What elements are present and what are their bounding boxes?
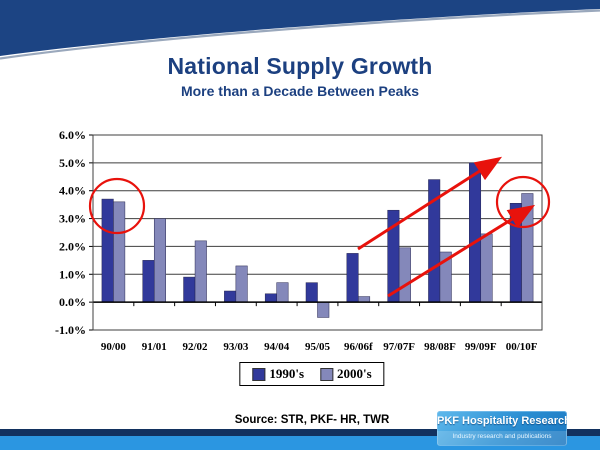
peak-highlight-ellipse [88,177,146,235]
bar-2000's-99/09F [480,233,493,303]
bar-1990's-96/06f [346,253,359,303]
legend-swatch-1990s [252,367,266,381]
x-axis-label: 94/04 [264,341,290,353]
bar-1990's-99/09F [469,162,482,303]
growth-trend-arrow [387,204,536,298]
legend-swatch-2000s [320,367,333,381]
legend-label-2000s: 2000's [337,366,372,381]
x-axis-label: 90/00 [101,341,127,353]
y-axis-label: -1.0% [55,323,86,337]
legend-item-2000s: 2000's [320,366,372,382]
bar-1990's-90/00 [101,198,114,303]
y-axis-label: 3.0% [59,212,86,226]
bar-2000's-91/01 [153,218,166,303]
bar-1990's-91/01 [142,260,155,303]
pkf-logo-subtitle: Industry research and publications [437,431,567,445]
x-axis-label: 99/09F [465,341,497,353]
bar-2000's-95/05 [317,301,330,318]
slide-title: National Supply Growth [167,53,433,79]
x-axis-label: 97/07F [383,341,415,353]
y-axis-label: 1.0% [59,267,86,281]
bar-1990's-92/02 [183,276,196,303]
y-axis-label: 5.0% [59,156,86,170]
bar-2000's-90/00 [113,201,126,303]
bar-2000's-93/03 [235,265,248,303]
footer-navy-rule [0,429,600,436]
x-axis-label: 96/06f [344,341,373,353]
pkf-logo-title: PKF Hospitality Research [437,415,567,427]
source-citation: Source: STR, PKF- HR, TWR [234,414,390,426]
chart-legend: 1990's 2000's [239,362,385,386]
bar-2000's-92/02 [194,240,207,303]
growth-trend-arrow [357,156,503,251]
y-axis-label: 6.0% [59,128,86,142]
legend-label-1990s: 1990's [269,366,304,381]
y-axis-label: 2.0% [59,239,86,253]
bar-2000's-96/06f [358,296,371,303]
bar-1990's-93/03 [224,290,237,303]
header-swoosh [0,0,600,60]
bar-2000's-94/04 [276,282,289,303]
pkf-logo: PKF Hospitality Research Industry resear… [437,411,567,446]
x-axis-label: 93/03 [223,341,249,353]
y-axis-label: 4.0% [59,184,86,198]
x-axis-label: 92/02 [183,341,209,353]
swoosh-navy-shape [0,0,600,56]
x-axis-label: 95/05 [305,341,331,353]
bar-1990's-95/05 [305,282,318,303]
slide-subtitle: More than a Decade Between Peaks [180,83,420,99]
legend-item-1990s: 1990's [252,366,304,382]
swoosh-accent-line [0,9,600,60]
bar-1990's-94/04 [264,293,277,303]
x-axis-label: 98/08F [424,341,456,353]
bar-2000's-97/07F [398,247,411,303]
x-axis-label: 00/10F [506,341,538,353]
y-axis-label: 0.0% [59,295,86,309]
x-axis-label: 91/01 [142,341,167,353]
plot-border [92,134,543,331]
